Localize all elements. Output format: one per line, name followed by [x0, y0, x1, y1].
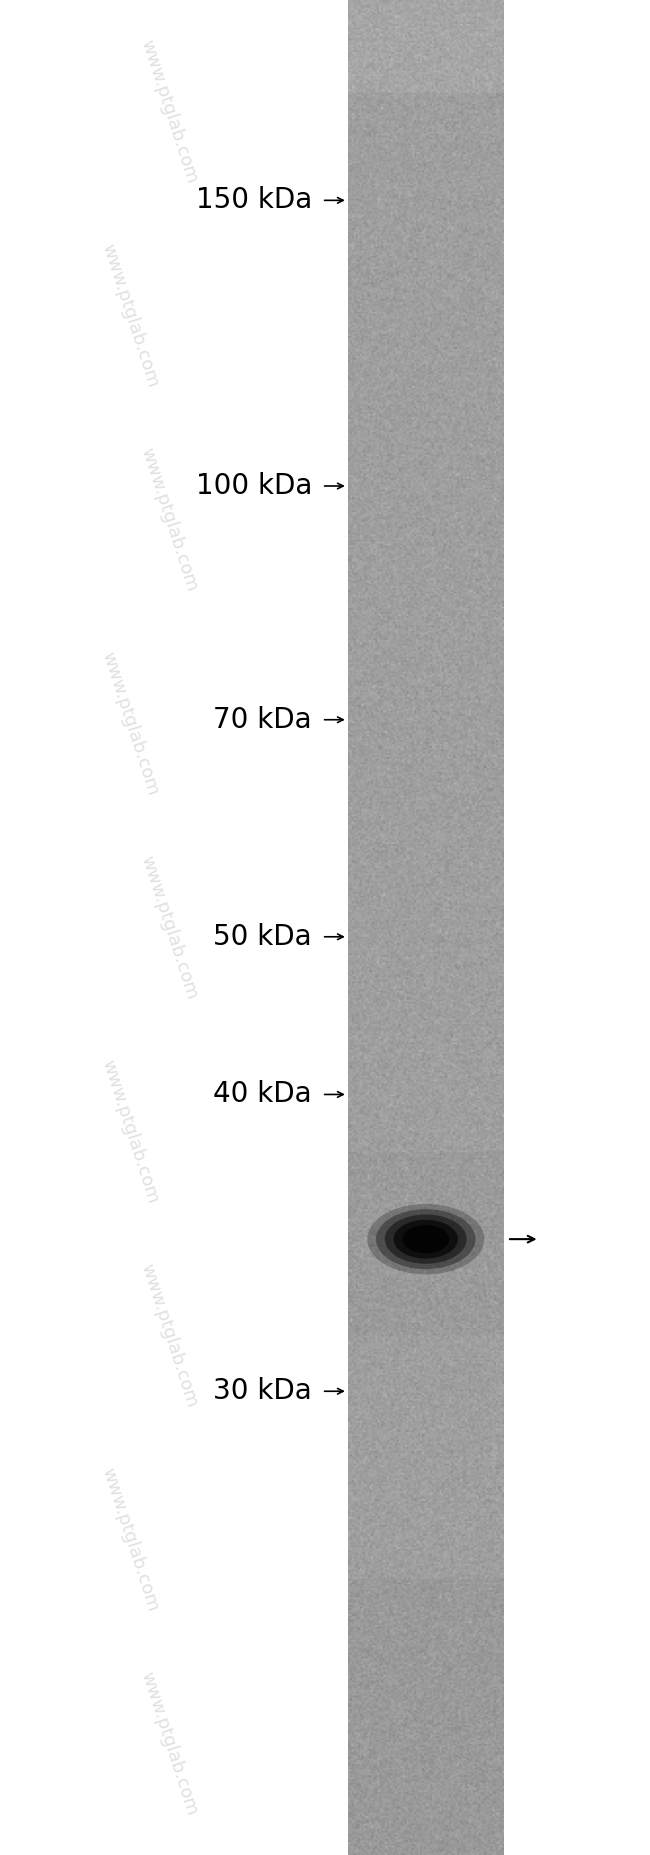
Ellipse shape — [402, 1224, 449, 1254]
Ellipse shape — [376, 1209, 476, 1269]
Text: 100 kDa: 100 kDa — [196, 471, 312, 501]
Text: 150 kDa: 150 kDa — [196, 186, 312, 215]
Text: www.ptglab.com: www.ptglab.com — [137, 853, 201, 1002]
Text: 30 kDa: 30 kDa — [213, 1376, 312, 1406]
Text: 40 kDa: 40 kDa — [213, 1080, 312, 1109]
Text: www.ptglab.com: www.ptglab.com — [137, 1670, 201, 1818]
Text: 50 kDa: 50 kDa — [213, 922, 312, 952]
Ellipse shape — [393, 1221, 458, 1258]
Text: www.ptglab.com: www.ptglab.com — [137, 445, 201, 594]
Text: 70 kDa: 70 kDa — [213, 705, 312, 735]
Ellipse shape — [367, 1204, 484, 1274]
Text: www.ptglab.com: www.ptglab.com — [98, 241, 162, 390]
Text: www.ptglab.com: www.ptglab.com — [98, 649, 162, 798]
Text: www.ptglab.com: www.ptglab.com — [137, 1261, 201, 1410]
Text: www.ptglab.com: www.ptglab.com — [98, 1057, 162, 1206]
Text: www.ptglab.com: www.ptglab.com — [98, 1465, 162, 1614]
Text: www.ptglab.com: www.ptglab.com — [137, 37, 201, 186]
Ellipse shape — [385, 1215, 467, 1263]
